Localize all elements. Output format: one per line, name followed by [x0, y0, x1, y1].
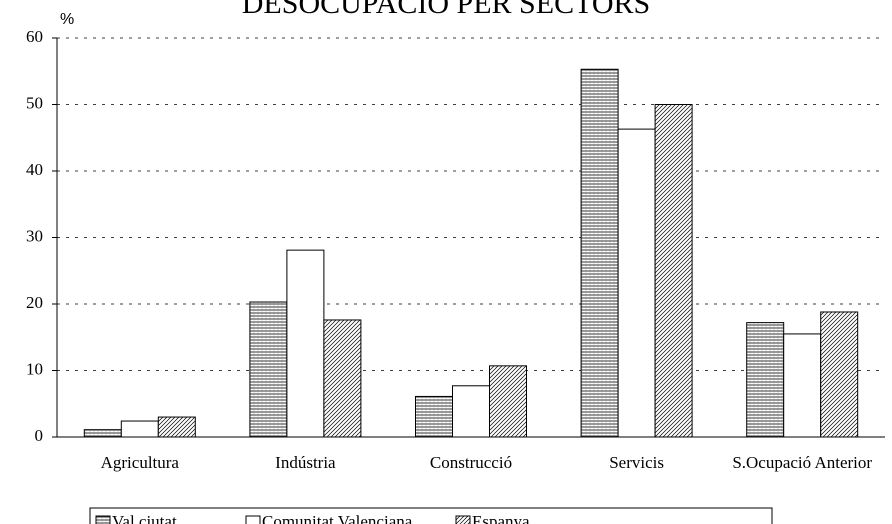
bar — [654, 104, 693, 438]
chart-title: DESOCUPACIÓ PER SECTORS — [242, 0, 650, 20]
legend-swatch — [95, 515, 111, 524]
y-tick-label: 60 — [26, 27, 43, 46]
x-tick-label: Agricultura — [101, 453, 180, 472]
y-tick-label: 20 — [26, 293, 43, 312]
y-tick-label: 0 — [35, 426, 44, 445]
y-tick-label: 50 — [26, 93, 43, 112]
y-tick-label: 30 — [26, 226, 43, 245]
legend-swatch — [455, 515, 471, 524]
y-axis-label: % — [60, 11, 74, 28]
y-tick-label: 40 — [26, 160, 43, 179]
legend-swatch — [245, 515, 261, 524]
bar — [820, 311, 859, 438]
bar — [452, 385, 490, 438]
bar — [746, 322, 785, 438]
legend-label: Val.ciutat — [112, 512, 177, 524]
bar — [157, 416, 196, 438]
bar — [286, 249, 325, 438]
bar — [415, 395, 453, 438]
bar — [580, 68, 619, 438]
x-tick-label: Servicis — [609, 453, 664, 472]
legend-box — [89, 507, 773, 524]
bar — [783, 333, 822, 438]
x-tick-label: Construcció — [430, 453, 512, 472]
bar — [83, 429, 122, 438]
y-tick-label: 10 — [26, 359, 43, 378]
bar — [489, 365, 527, 438]
bar — [120, 420, 159, 438]
x-tick-label: S.Ocupació Anterior — [732, 453, 872, 472]
legend-label: Espanya — [472, 512, 530, 524]
bar — [323, 319, 362, 438]
bar — [249, 301, 288, 438]
legend-label: Comunitat Valenciana — [262, 512, 413, 524]
bar — [617, 128, 656, 438]
x-tick-label: Indústria — [275, 453, 336, 472]
